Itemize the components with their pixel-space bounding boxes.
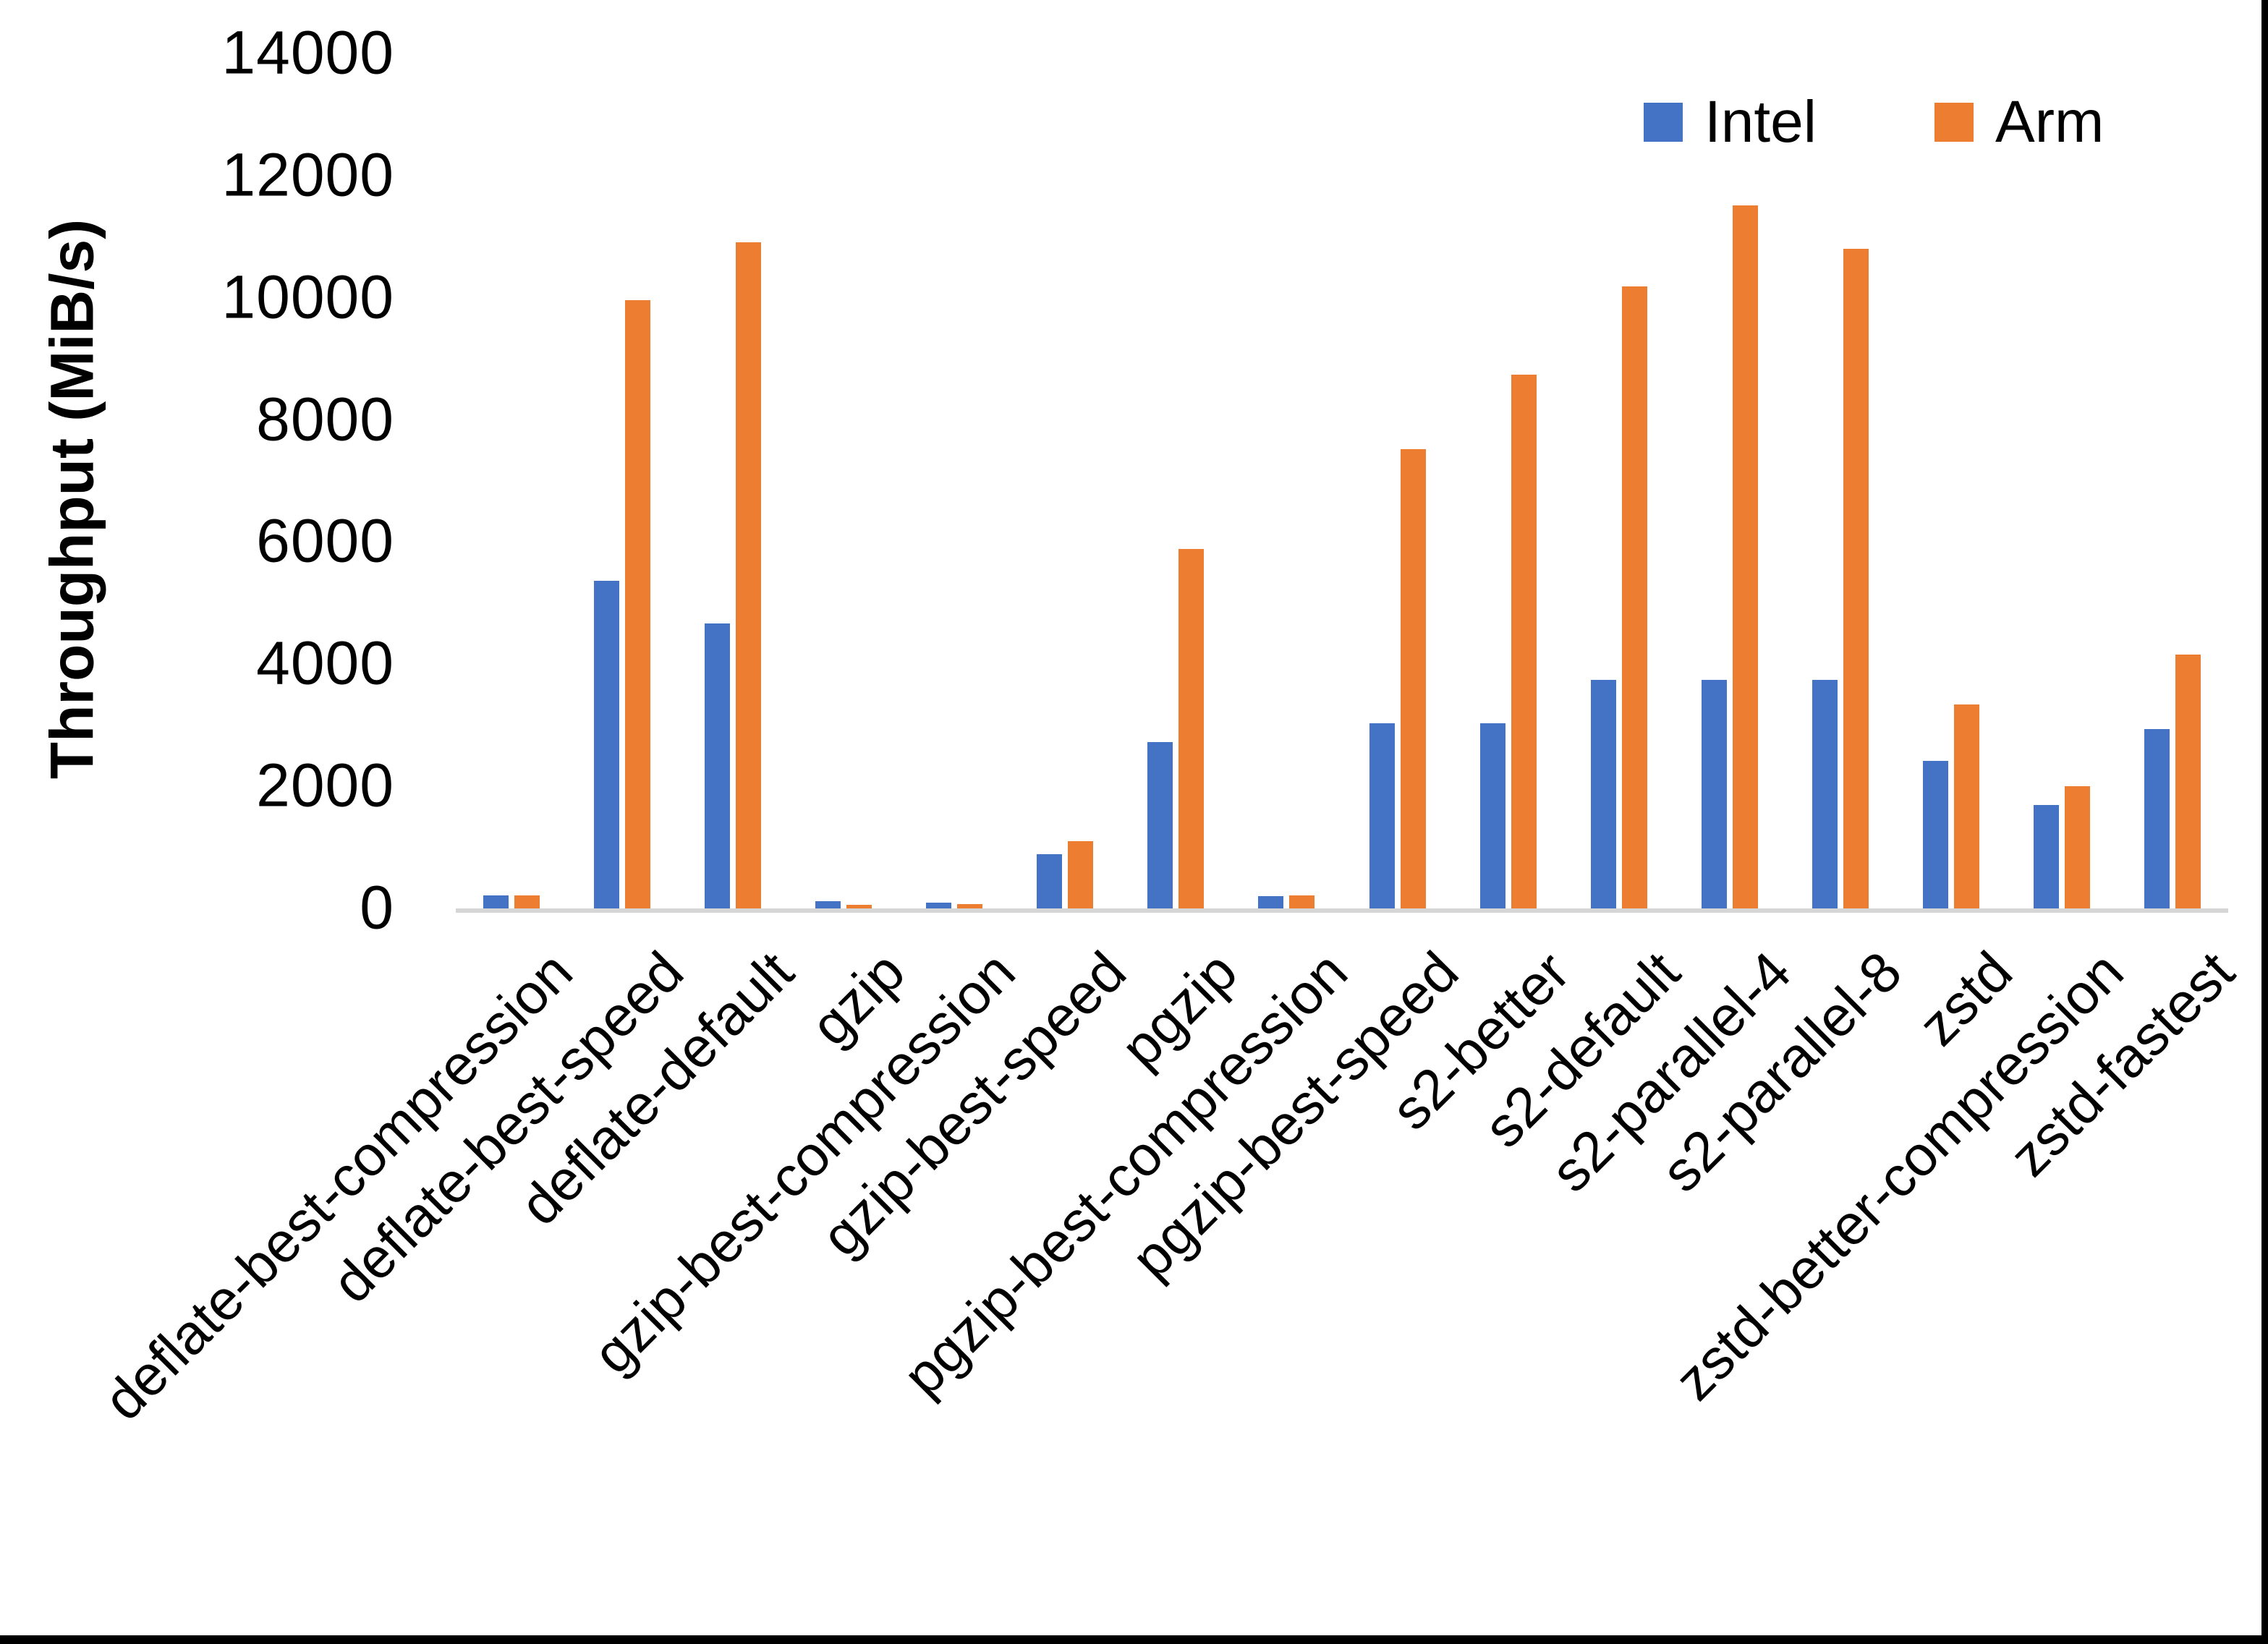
bar-intel-s2-parallel-4 [1701, 679, 1727, 911]
y-tick-10000: 10000 [221, 263, 394, 331]
legend-swatch-arm [1934, 103, 1974, 142]
bar-arm-zstd [1954, 704, 1980, 911]
y-tick-12000: 12000 [221, 140, 394, 209]
legend-label-arm: Arm [1995, 89, 2105, 155]
bar-arm-s2-default [1621, 286, 1647, 911]
window-border-right [2261, 0, 2268, 1644]
bar-arm-gzip [846, 904, 872, 911]
bar-intel-gzip-best-compression [926, 903, 952, 911]
bar-intel-zstd-fastest [2144, 729, 2170, 911]
legend-item-intel: Intel [1644, 93, 1817, 152]
bar-intel-zstd-better-compression [2034, 804, 2060, 911]
y-tick-6000: 6000 [256, 507, 394, 576]
bar-arm-deflate-default [735, 242, 761, 911]
bar-intel-gzip-best-speed [1037, 854, 1063, 911]
legend-swatch-intel [1644, 103, 1683, 142]
y-tick-4000: 4000 [256, 629, 394, 697]
bar-intel-deflate-best-speed [593, 581, 619, 911]
bar-intel-pgzip-best-speed [1369, 723, 1395, 911]
y-tick-0: 0 [360, 873, 394, 942]
bar-arm-zstd-better-compression [2065, 785, 2091, 911]
bar-intel-s2-default [1590, 679, 1616, 911]
x-axis-line [456, 908, 2228, 913]
bar-arm-deflate-best-compression [514, 895, 540, 911]
bar-arm-gzip-best-compression [957, 904, 983, 911]
bar-arm-pgzip-best-compression [1289, 895, 1315, 911]
window-border-bottom [0, 1635, 2268, 1644]
bar-intel-gzip [815, 901, 841, 911]
bar-arm-pgzip [1178, 549, 1205, 911]
y-tick-8000: 8000 [256, 385, 394, 453]
x-category-label-deflate-best-compression: deflate-best-compression [91, 939, 585, 1433]
bar-arm-zstd-fastest [2175, 655, 2201, 911]
bar-arm-pgzip-best-speed [1400, 448, 1426, 911]
bar-arm-s2-parallel-4 [1732, 205, 1758, 911]
bar-arm-deflate-best-speed [624, 299, 650, 911]
legend-item-arm: Arm [1934, 93, 2104, 152]
bar-arm-s2-better [1511, 374, 1537, 911]
bar-intel-pgzip-best-compression [1258, 895, 1284, 911]
bar-intel-s2-better [1479, 723, 1505, 911]
bar-arm-s2-parallel-8 [1843, 248, 1869, 911]
bar-intel-pgzip [1147, 741, 1173, 911]
y-tick-14000: 14000 [221, 18, 394, 87]
bar-intel-deflate-best-compression [483, 895, 509, 911]
y-tick-2000: 2000 [256, 751, 394, 819]
bar-arm-gzip-best-speed [1068, 840, 1094, 911]
bar-intel-zstd [1923, 761, 1949, 911]
bar-intel-deflate-default [704, 623, 730, 911]
bar-intel-s2-parallel-8 [1812, 679, 1838, 911]
legend-label-intel: Intel [1704, 89, 1817, 155]
